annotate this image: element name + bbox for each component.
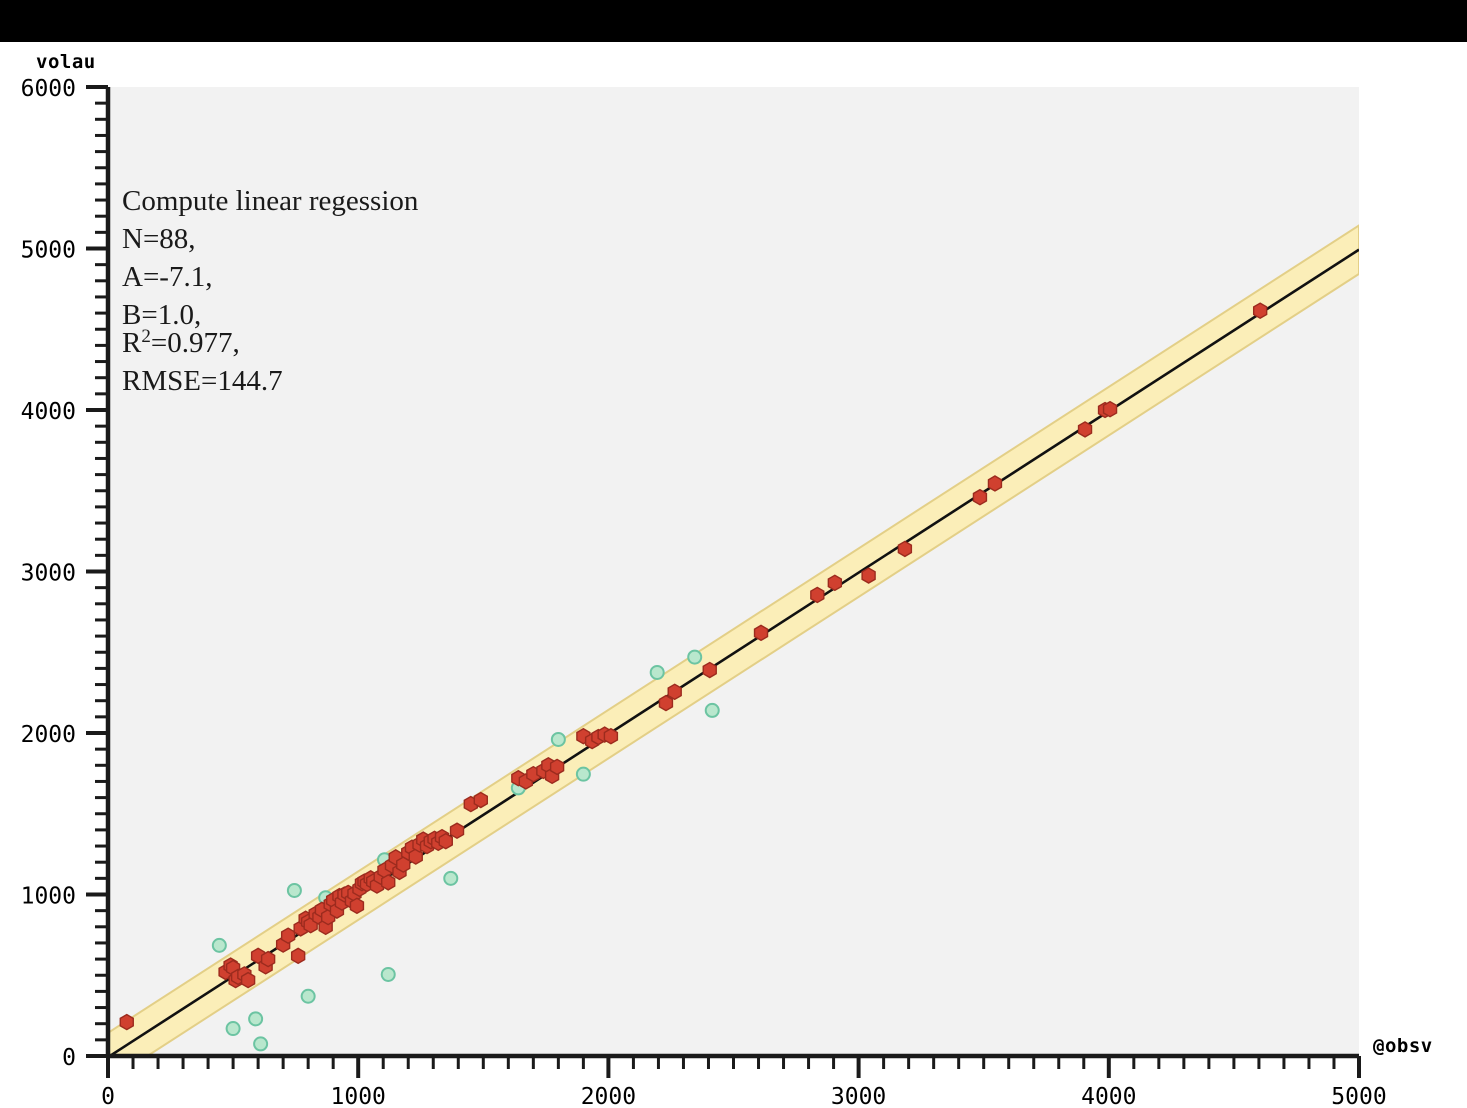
x-tick-label: 1000 [331, 1084, 386, 1108]
inlier-point [810, 586, 825, 604]
r-squared-prefix: R [122, 327, 142, 359]
top-black-bar [0, 0, 1467, 42]
inlier-point [702, 661, 717, 679]
inlier-point [290, 947, 306, 965]
inlier-point [473, 791, 488, 809]
x-tick-label: 4000 [1081, 1084, 1136, 1108]
x-axis-ticks [106, 1056, 1361, 1078]
inlier-point [260, 950, 276, 968]
inlier-point [897, 540, 913, 558]
inlier-point [753, 624, 769, 642]
x-tick-label: 2000 [581, 1084, 636, 1108]
outlier-point [380, 966, 396, 982]
outlier-point [211, 937, 227, 953]
inlier-point [119, 1013, 134, 1031]
inlier-point [827, 574, 843, 592]
annotation-line-6: RMSE=144.7 [122, 365, 283, 397]
y-axis-ticks [86, 85, 108, 1058]
regression-annotation: Compute linear regession N=88, A=-7.1, B… [122, 185, 419, 397]
r-squared-exponent: 2 [141, 326, 151, 347]
annotation-line-2: N=88, [122, 223, 196, 255]
outlier-point [704, 702, 720, 718]
y-tick-label: 1000 [21, 884, 76, 910]
annotation-line-4: B=1.0, [122, 299, 201, 331]
y-tick-label: 2000 [21, 722, 76, 748]
outlier-point [575, 766, 591, 782]
inlier-point [972, 488, 988, 506]
outlier-point [286, 882, 302, 898]
inlier-point [349, 897, 365, 915]
x-tick-label: 0 [101, 1084, 115, 1108]
y-axis-tick-labels: 0 1000 2000 3000 4000 5000 6000 [21, 76, 76, 1071]
x-tick-label: 5000 [1331, 1084, 1386, 1108]
outlier-point [248, 1011, 264, 1027]
inlier-point [549, 758, 565, 776]
y-axis-title: volau [36, 51, 96, 73]
outlier-marker-group [211, 649, 720, 1052]
x-tick-label: 3000 [831, 1084, 886, 1108]
inlier-point [438, 832, 453, 850]
y-tick-label: 3000 [21, 561, 76, 587]
inlier-point [381, 874, 396, 891]
inlier-point [667, 683, 682, 701]
y-tick-label: 0 [62, 1045, 76, 1071]
annotation-line-1: Compute linear regession [122, 185, 419, 217]
inlier-point [449, 822, 465, 840]
inlier-point [1102, 400, 1118, 418]
annotation-line-5: R2=0.977, [122, 326, 240, 359]
inlier-point [603, 727, 619, 745]
x-axis-tick-labels: 0 1000 2000 3000 4000 5000 [101, 1084, 1387, 1108]
annotation-line-3: A=-7.1, [122, 261, 212, 293]
y-tick-label: 6000 [21, 76, 76, 102]
outlier-point [300, 988, 316, 1004]
axes-group: 0 1000 2000 3000 4000 5000 6000 0 1000 2000 3000 4… [21, 76, 1387, 1108]
inlier-marker-group [119, 302, 1268, 1031]
inlier-point [658, 694, 674, 712]
inlier-point [240, 971, 256, 989]
inlier-point [1077, 421, 1093, 438]
outlier-point [443, 870, 459, 886]
outlier-point [253, 1036, 269, 1052]
inlier-point [280, 927, 296, 944]
outlier-point [550, 731, 566, 747]
inlier-point [987, 475, 1003, 492]
inlier-point [1252, 302, 1268, 319]
y-tick-label: 5000 [21, 238, 76, 264]
outlier-point [687, 649, 703, 665]
inlier-point [861, 567, 876, 584]
plot-area-background [108, 87, 1359, 1056]
y-tick-label: 4000 [21, 399, 76, 425]
outlier-point [649, 664, 665, 680]
r-squared-value: =0.977, [151, 327, 240, 359]
x-axis-title: @obsv [1373, 1035, 1433, 1057]
outlier-point [225, 1021, 241, 1037]
